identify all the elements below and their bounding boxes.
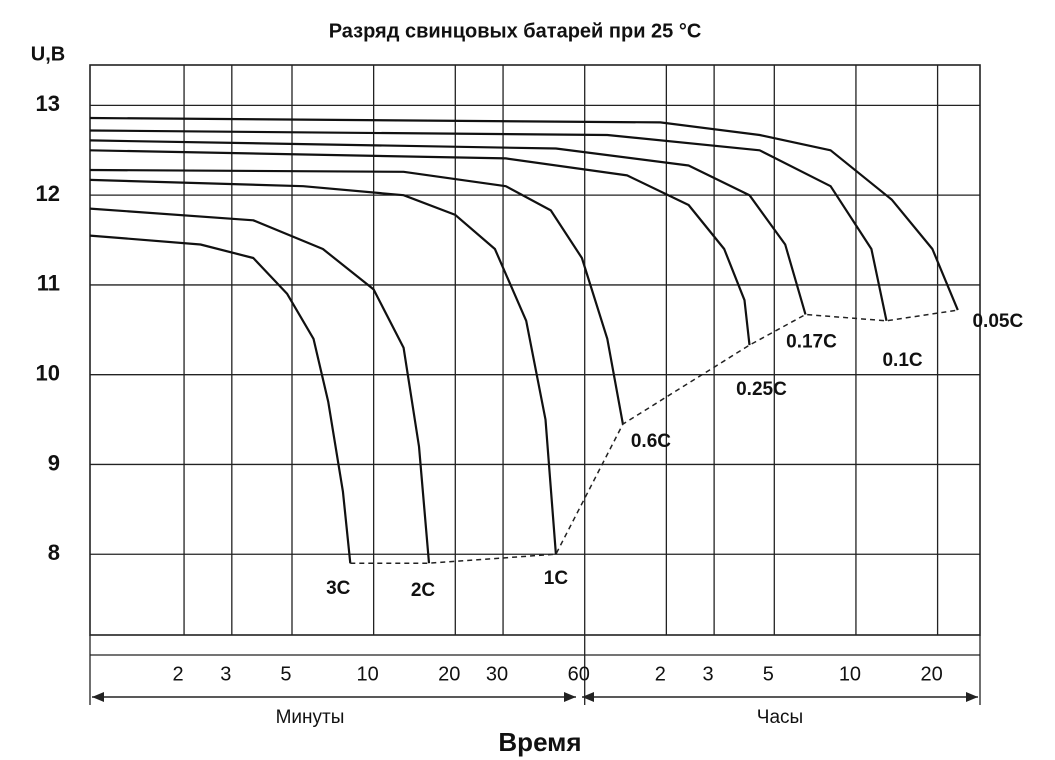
y-tick-label: 13 [36, 91, 60, 116]
series-label: 0.25C [736, 379, 787, 400]
series-label: 0.05C [972, 311, 1023, 332]
discharge-curve [89, 207, 431, 564]
y-tick-label: 11 [37, 271, 60, 296]
y-tick-label: 10 [36, 360, 60, 385]
arrow-head [966, 692, 978, 702]
discharge-curve [89, 149, 751, 346]
x-tick-label: 10 [839, 663, 861, 685]
y-axis-label: U,В [31, 43, 65, 65]
x-tick-label: 60 [568, 663, 590, 685]
series-label: 0.6C [631, 431, 671, 452]
discharge-curve [89, 139, 807, 315]
x-tick-label: 3 [703, 663, 714, 685]
series-label: 3C [326, 578, 351, 599]
discharge-curve [89, 234, 352, 564]
x-tick-label: 2 [655, 663, 666, 685]
x-group-label: Часы [757, 707, 803, 728]
x-tick-label: 10 [357, 663, 379, 685]
discharge-curve [89, 116, 959, 311]
series-label: 1C [544, 568, 569, 589]
series-label: 0.17C [786, 332, 837, 353]
x-tick-label: 5 [763, 663, 774, 685]
discharge-curve [89, 178, 557, 555]
discharge-curve [89, 168, 624, 425]
arrow-head [582, 692, 594, 702]
arrow-head [92, 692, 104, 702]
x-tick-label: 3 [220, 663, 231, 685]
series-label: 2C [411, 580, 436, 601]
x-tick-label: 5 [280, 663, 291, 685]
x-tick-label: 2 [172, 663, 183, 685]
plot-frame [89, 64, 981, 636]
x-axis-label: Время [498, 727, 581, 757]
y-tick-label: 12 [36, 181, 60, 206]
cutoff-line [350, 309, 958, 564]
y-tick-label: 8 [48, 540, 60, 565]
x-group-label: Минуты [276, 707, 345, 728]
x-tick-label: 20 [438, 663, 460, 685]
series-label: 0.1C [882, 350, 922, 371]
chart-title: Разряд свинцовых батарей при 25 °С [329, 20, 702, 42]
x-tick-label: 30 [486, 663, 508, 685]
discharge-curve [89, 129, 888, 322]
arrow-head [564, 692, 576, 702]
y-tick-label: 9 [48, 450, 60, 475]
x-tick-label: 20 [920, 663, 942, 685]
